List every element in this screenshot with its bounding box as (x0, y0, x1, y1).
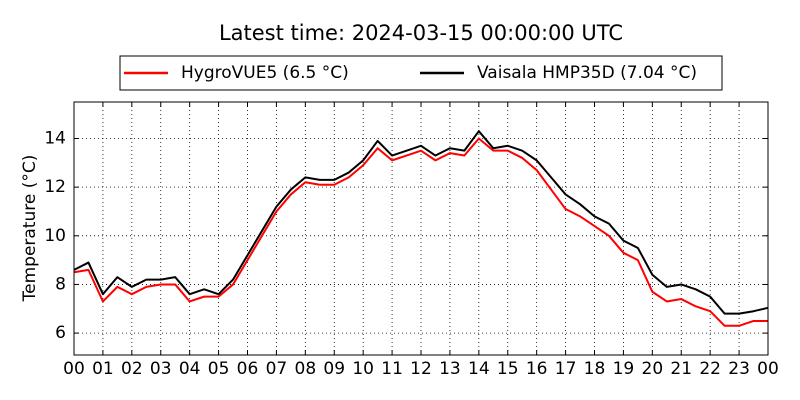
y-tick-label: 14 (44, 128, 66, 148)
x-tick-label: 17 (555, 359, 577, 379)
x-tick-label: 16 (526, 359, 548, 379)
y-tick-label: 6 (55, 323, 66, 343)
x-tick-label: 22 (699, 359, 721, 379)
x-tick-label: 14 (468, 359, 490, 379)
legend-label: HygroVUE5 (6.5 °C) (181, 63, 349, 83)
x-tick-label: 00 (757, 359, 779, 379)
y-axis-label: Temperature (°C) (20, 155, 40, 303)
legend-label: Vaisala HMP35D (7.04 °C) (477, 63, 697, 83)
x-tick-label: 23 (728, 359, 750, 379)
x-tick-label: 11 (381, 359, 403, 379)
plot-frame (73, 101, 769, 356)
x-tick-label: 00 (63, 359, 85, 379)
x-tick-label: 21 (670, 359, 692, 379)
x-tick-label: 08 (295, 359, 317, 379)
series-line (73, 130, 769, 315)
y-tick-label: 10 (44, 226, 66, 246)
chart-title: Latest time: 2024-03-15 00:00:00 UTC (219, 21, 623, 45)
x-tick-label: 01 (92, 359, 114, 379)
x-tick-label: 19 (613, 359, 635, 379)
x-tick-label: 10 (352, 359, 374, 379)
x-tick-label: 06 (237, 359, 259, 379)
x-tick-label: 07 (266, 359, 288, 379)
x-tick-label: 13 (439, 359, 461, 379)
x-tick-label: 15 (497, 359, 519, 379)
x-tick-label: 18 (584, 359, 606, 379)
series-line (73, 137, 768, 327)
y-tick-label: 8 (55, 274, 66, 294)
x-tick-label: 03 (150, 359, 172, 379)
x-tick-label: 09 (323, 359, 345, 379)
x-tick-label: 05 (208, 359, 230, 379)
x-tick-label: 20 (642, 359, 664, 379)
y-tick-label: 12 (44, 177, 66, 197)
x-tick-label: 04 (179, 359, 201, 379)
x-tick-label: 12 (410, 359, 432, 379)
x-tick-label: 02 (121, 359, 143, 379)
